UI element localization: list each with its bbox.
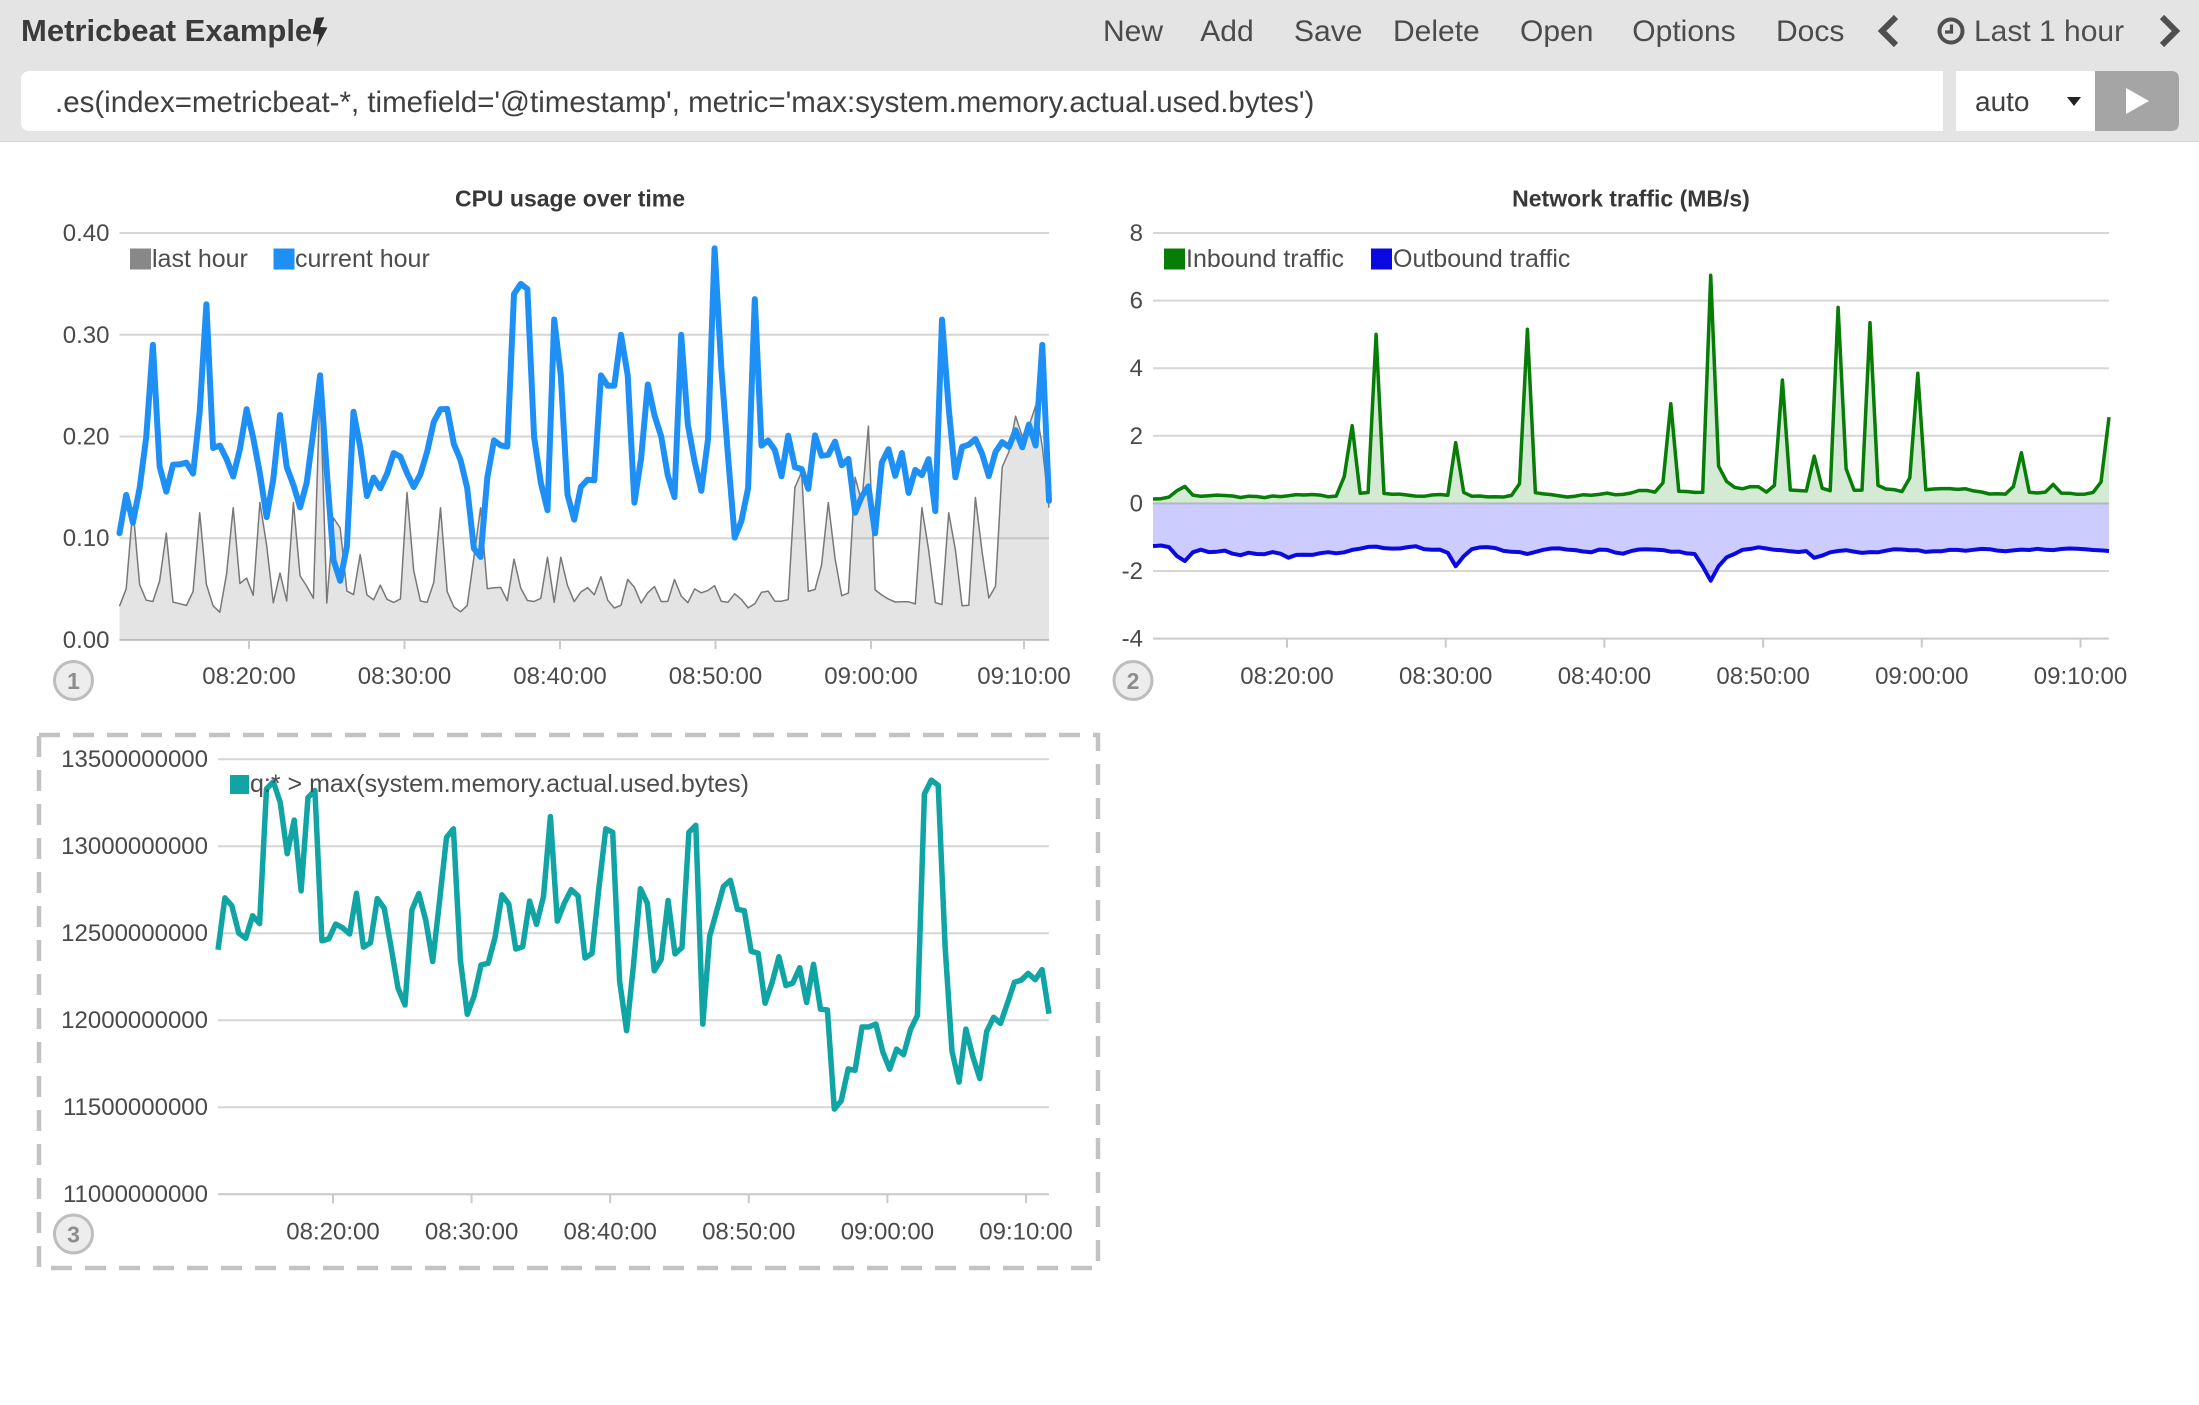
svg-text:Network traffic (MB/s): Network traffic (MB/s) <box>1512 186 1750 212</box>
svg-text:0.20: 0.20 <box>63 424 110 451</box>
svg-text:08:20:00: 08:20:00 <box>286 1219 379 1246</box>
svg-text:1: 1 <box>67 668 80 694</box>
svg-text:09:00:00: 09:00:00 <box>841 1219 934 1246</box>
svg-text:6: 6 <box>1130 288 1143 315</box>
svg-text:3: 3 <box>67 1222 80 1248</box>
svg-text:08:30:00: 08:30:00 <box>358 663 451 690</box>
svg-text:last hour: last hour <box>152 245 248 273</box>
svg-text:8: 8 <box>1130 220 1143 247</box>
svg-text:Inbound traffic: Inbound traffic <box>1186 245 1344 273</box>
svg-text:-4: -4 <box>1122 626 1143 653</box>
svg-text:0.30: 0.30 <box>63 322 110 349</box>
svg-text:09:00:00: 09:00:00 <box>1875 663 1968 690</box>
svg-text:4: 4 <box>1130 355 1143 382</box>
svg-text:-2: -2 <box>1122 558 1143 585</box>
svg-text:.es(index=metricbeat-*, timefi: .es(index=metricbeat-*, timefield='@time… <box>55 86 1314 119</box>
svg-text:Last 1 hour: Last 1 hour <box>1974 15 2124 48</box>
svg-text:Outbound traffic: Outbound traffic <box>1393 245 1570 273</box>
svg-text:11500000000: 11500000000 <box>63 1094 208 1121</box>
svg-text:08:20:00: 08:20:00 <box>1240 663 1333 690</box>
svg-text:CPU usage over time: CPU usage over time <box>455 186 685 212</box>
svg-text:2: 2 <box>1127 668 1140 694</box>
svg-text:0.10: 0.10 <box>63 525 110 552</box>
svg-text:2: 2 <box>1130 423 1143 450</box>
svg-text:auto: auto <box>1975 86 2030 117</box>
svg-text:current hour: current hour <box>295 245 430 273</box>
svg-text:09:10:00: 09:10:00 <box>2034 663 2127 690</box>
svg-text:08:50:00: 08:50:00 <box>702 1219 795 1246</box>
svg-text:08:40:00: 08:40:00 <box>513 663 606 690</box>
svg-text:09:10:00: 09:10:00 <box>977 663 1070 690</box>
svg-text:q:* > max(system.memory.actual: q:* > max(system.memory.actual.used.byte… <box>250 770 749 798</box>
svg-text:0: 0 <box>1130 490 1143 517</box>
svg-text:12000000000: 12000000000 <box>61 1007 208 1034</box>
svg-text:08:30:00: 08:30:00 <box>1399 663 1492 690</box>
svg-text:13000000000: 13000000000 <box>61 833 208 860</box>
svg-text:09:00:00: 09:00:00 <box>824 663 917 690</box>
svg-text:12500000000: 12500000000 <box>61 920 208 947</box>
svg-text:08:40:00: 08:40:00 <box>1558 663 1651 690</box>
svg-text:0.00: 0.00 <box>63 627 110 654</box>
svg-text:08:50:00: 08:50:00 <box>669 663 762 690</box>
svg-text:08:50:00: 08:50:00 <box>1716 663 1809 690</box>
svg-text:0.40: 0.40 <box>63 220 110 247</box>
svg-text:09:10:00: 09:10:00 <box>979 1219 1072 1246</box>
svg-text:08:30:00: 08:30:00 <box>425 1219 518 1246</box>
svg-text:11000000000: 11000000000 <box>63 1181 208 1208</box>
svg-text:13500000000: 13500000000 <box>61 746 208 773</box>
svg-text:08:40:00: 08:40:00 <box>563 1219 656 1246</box>
svg-text:08:20:00: 08:20:00 <box>202 663 295 690</box>
